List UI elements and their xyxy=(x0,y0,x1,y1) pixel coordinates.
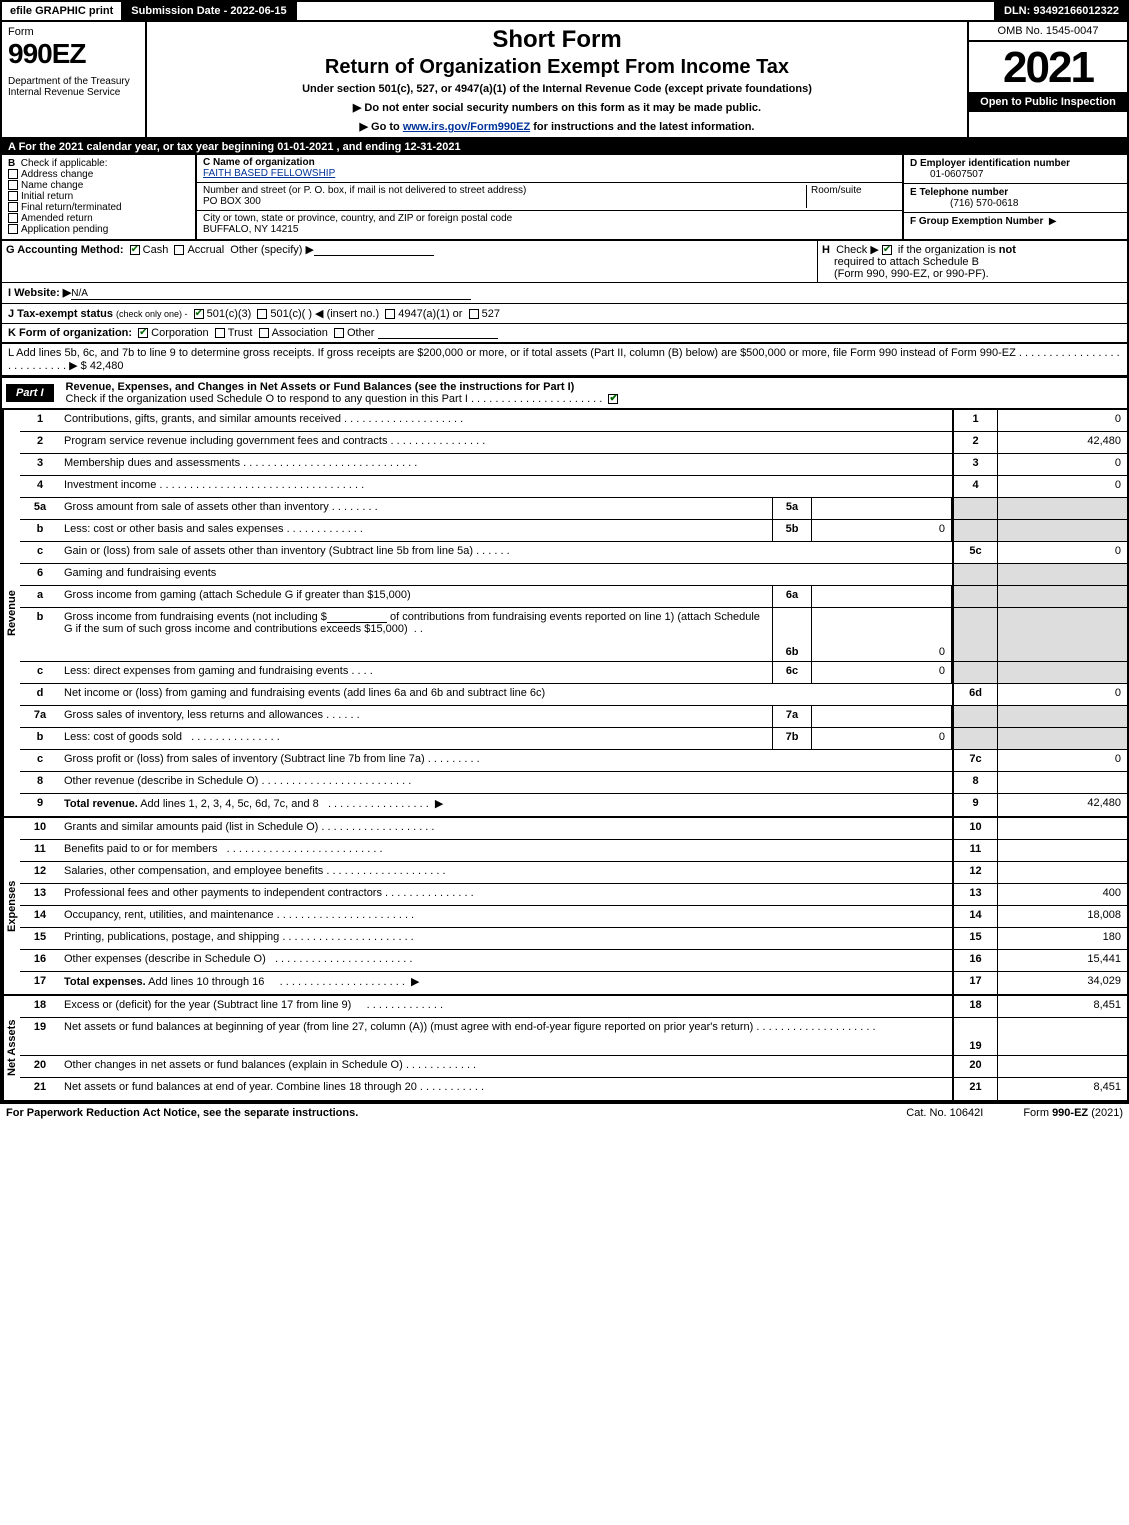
line-6d-amount: 0 xyxy=(997,684,1127,705)
top-bar: efile GRAPHIC print Submission Date - 20… xyxy=(0,0,1129,22)
ein: 01-0607507 xyxy=(910,169,983,180)
checkbox-schedule-o[interactable] xyxy=(608,394,618,404)
line-a-calendar-year: A For the 2021 calendar year, or tax yea… xyxy=(0,139,1129,155)
revenue-label: Revenue xyxy=(2,410,20,816)
line-10-amount xyxy=(997,818,1127,839)
expenses-label: Expenses xyxy=(2,818,20,994)
line-7a-value xyxy=(812,706,952,727)
checkbox-final-return[interactable] xyxy=(8,202,18,212)
city-state-zip: BUFFALO, NY 14215 xyxy=(203,224,298,235)
checkbox-schedule-b[interactable] xyxy=(882,245,892,255)
section-def: D Employer identification number 01-0607… xyxy=(902,155,1127,239)
open-inspection: Open to Public Inspection xyxy=(969,92,1127,112)
line-7b-value: 0 xyxy=(812,728,952,749)
checkbox-initial-return[interactable] xyxy=(8,191,18,201)
short-form-title: Short Form xyxy=(155,26,959,54)
line-1-amount: 0 xyxy=(997,410,1127,431)
tax-year: 2021 xyxy=(969,42,1127,92)
part-1-header: Part I Revenue, Expenses, and Changes in… xyxy=(0,377,1129,410)
line-14-amount: 18,008 xyxy=(997,906,1127,927)
return-title: Return of Organization Exempt From Incom… xyxy=(155,56,959,79)
part-1-title: Revenue, Expenses, and Changes in Net As… xyxy=(62,378,1127,408)
checkbox-association[interactable] xyxy=(259,328,269,338)
omb-number: OMB No. 1545-0047 xyxy=(969,22,1127,42)
checkbox-name-change[interactable] xyxy=(8,180,18,190)
line-11-amount xyxy=(997,840,1127,861)
net-assets-label: Net Assets xyxy=(2,996,20,1100)
line-21-amount: 8,451 xyxy=(997,1078,1127,1100)
line-13-amount: 400 xyxy=(997,884,1127,905)
line-6c-value: 0 xyxy=(812,662,952,683)
checkbox-4947[interactable] xyxy=(385,309,395,319)
checkbox-501c3[interactable] xyxy=(194,309,204,319)
checkbox-amended-return[interactable] xyxy=(8,213,18,223)
paperwork-notice: For Paperwork Reduction Act Notice, see … xyxy=(6,1107,866,1119)
line-20-amount xyxy=(997,1056,1127,1077)
checkbox-501c[interactable] xyxy=(257,309,267,319)
expenses-section: Expenses 10Grants and similar amounts pa… xyxy=(0,818,1129,996)
checkbox-other-org[interactable] xyxy=(334,328,344,338)
line-16-amount: 15,441 xyxy=(997,950,1127,971)
dept-treasury: Department of the Treasury xyxy=(8,76,139,87)
gross-receipts-value: $ 42,480 xyxy=(81,360,124,372)
telephone: (716) 570-0618 xyxy=(910,198,1018,209)
checkbox-application-pending[interactable] xyxy=(8,224,18,234)
line-5c-amount: 0 xyxy=(997,542,1127,563)
irs-label: Internal Revenue Service xyxy=(8,87,139,98)
line-17-amount: 34,029 xyxy=(997,972,1127,994)
line-9-amount: 42,480 xyxy=(997,794,1127,816)
form-header: Form 990EZ Department of the Treasury In… xyxy=(0,22,1129,139)
goto-instr: ▶ Go to www.irs.gov/Form990EZ for instru… xyxy=(155,120,959,133)
org-name-link[interactable]: FAITH BASED FELLOWSHIP xyxy=(203,168,335,179)
line-5b-value: 0 xyxy=(812,520,952,541)
checkbox-trust[interactable] xyxy=(215,328,225,338)
checkbox-527[interactable] xyxy=(469,309,479,319)
checkbox-address-change[interactable] xyxy=(8,169,18,179)
checkbox-cash[interactable] xyxy=(130,245,140,255)
ssn-warning: ▶ Do not enter social security numbers o… xyxy=(155,101,959,114)
line-4-amount: 0 xyxy=(997,476,1127,497)
line-2-amount: 42,480 xyxy=(997,432,1127,453)
line-7c-amount: 0 xyxy=(997,750,1127,771)
row-j-tax-exempt: J Tax-exempt status (check only one) - 5… xyxy=(0,304,1129,324)
form-label: Form xyxy=(8,26,139,38)
form-number: 990EZ xyxy=(8,38,139,70)
row-g-h: G Accounting Method: Cash Accrual Other … xyxy=(0,241,1129,283)
efile-print[interactable]: efile GRAPHIC print xyxy=(2,2,123,20)
catalog-number: Cat. No. 10642I xyxy=(866,1107,1023,1119)
submission-date: Submission Date - 2022-06-15 xyxy=(123,2,296,20)
irs-link[interactable]: www.irs.gov/Form990EZ xyxy=(403,121,530,133)
under-section: Under section 501(c), 527, or 4947(a)(1)… xyxy=(155,83,959,95)
line-6a-value xyxy=(812,586,952,607)
revenue-section: Revenue 1Contributions, gifts, grants, a… xyxy=(0,410,1129,818)
checkbox-accrual[interactable] xyxy=(174,245,184,255)
line-3-amount: 0 xyxy=(997,454,1127,475)
row-i-website: I Website: ▶N/A xyxy=(0,283,1129,304)
part-1-label: Part I xyxy=(6,384,54,402)
checkbox-corporation[interactable] xyxy=(138,328,148,338)
line-6b-value: 0 xyxy=(812,608,952,661)
net-assets-section: Net Assets 18Excess or (deficit) for the… xyxy=(0,996,1129,1102)
header-right: OMB No. 1545-0047 2021 Open to Public In… xyxy=(967,22,1127,137)
street-address: PO BOX 300 xyxy=(203,196,261,207)
header-mid: Short Form Return of Organization Exempt… xyxy=(147,22,967,137)
line-5a-value xyxy=(812,498,952,519)
line-19-amount xyxy=(997,1018,1127,1055)
section-b: B Check if applicable: Address change Na… xyxy=(2,155,197,239)
dln: DLN: 93492166012322 xyxy=(996,2,1127,20)
form-reference: Form 990-EZ (2021) xyxy=(1023,1107,1123,1119)
room-suite: Room/suite xyxy=(806,185,896,208)
row-k-org-form: K Form of organization: Corporation Trus… xyxy=(0,324,1129,344)
line-15-amount: 180 xyxy=(997,928,1127,949)
row-l-gross-receipts: L Add lines 5b, 6c, and 7b to line 9 to … xyxy=(0,344,1129,377)
bcd-block: B Check if applicable: Address change Na… xyxy=(0,155,1129,241)
line-12-amount xyxy=(997,862,1127,883)
line-8-amount xyxy=(997,772,1127,793)
topbar-spacer xyxy=(297,2,996,20)
section-c: C Name of organization FAITH BASED FELLO… xyxy=(197,155,902,239)
page-footer: For Paperwork Reduction Act Notice, see … xyxy=(0,1102,1129,1122)
line-18-amount: 8,451 xyxy=(997,996,1127,1017)
header-left: Form 990EZ Department of the Treasury In… xyxy=(2,22,147,137)
